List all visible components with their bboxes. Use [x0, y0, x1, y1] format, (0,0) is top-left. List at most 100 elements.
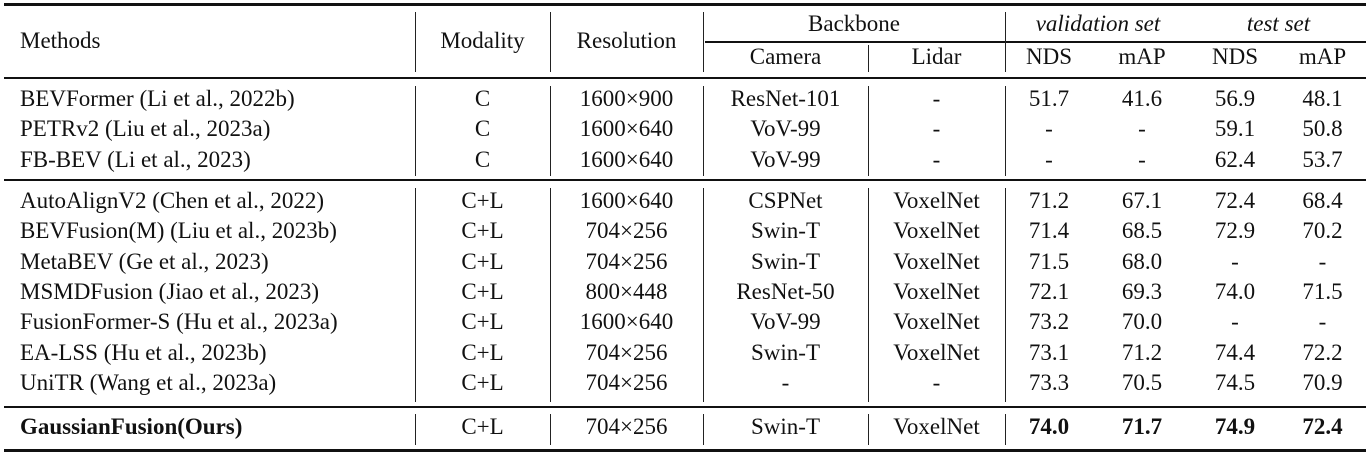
cell-test-map: -: [1318, 248, 1327, 274]
cell-test-map: 70.9: [1302, 369, 1343, 395]
cell-val-nds: 73.2: [1028, 309, 1070, 335]
cell-val-map: -: [1138, 146, 1146, 172]
cell-val-nds: 72.1: [1028, 278, 1070, 304]
vline: [1005, 414, 1007, 445]
cell-camera: Swin-T: [751, 218, 820, 244]
cell-camera: ResNet-50: [736, 278, 835, 304]
cell-method: GaussianFusion(Ours): [20, 414, 243, 439]
cell-method: MSMDFusion (Jiao et al., 2023): [20, 278, 319, 304]
cell-test-map: 68.4: [1302, 188, 1343, 213]
cell-method: UniTR (Wang et al., 2023a): [20, 369, 277, 395]
header-test-set: test set: [1246, 11, 1311, 36]
cell-val-map: 67.1: [1121, 188, 1163, 213]
cell-lidar: -: [932, 116, 941, 142]
header-val-nds: NDS: [1025, 44, 1072, 69]
vline: [1005, 12, 1007, 72]
cell-test-map: 50.8: [1302, 116, 1343, 142]
cell-lidar: VoxelNet: [893, 339, 980, 365]
cell-modality: C+L: [461, 278, 504, 304]
backbone-cmidrule: [705, 41, 1366, 43]
cell-test-nds: 74.5: [1214, 369, 1256, 395]
cell-test-nds: 74.9: [1214, 414, 1256, 439]
cell-val-nds: 71.5: [1028, 248, 1070, 274]
cell-val-map: 68.5: [1121, 218, 1163, 244]
vline: [415, 12, 417, 72]
cell-test-nds: 59.1: [1214, 116, 1256, 142]
cell-method: MetaBEV (Ge et al., 2023): [20, 248, 269, 274]
cell-lidar: VoxelNet: [893, 248, 980, 274]
cell-modality: C: [474, 146, 491, 172]
cell-resolution: 704×256: [585, 414, 668, 439]
cell-val-map: 41.6: [1121, 86, 1163, 111]
cell-test-nds: 62.4: [1214, 146, 1256, 172]
cell-lidar: -: [932, 146, 941, 172]
cell-resolution: 704×256: [585, 339, 668, 365]
cell-val-nds: 71.2: [1028, 188, 1070, 213]
cell-resolution: 1600×640: [579, 309, 674, 335]
vline: [1005, 188, 1007, 402]
vline: [550, 12, 552, 72]
cell-val-nds: -: [1045, 146, 1053, 172]
cell-camera: Swin-T: [751, 414, 820, 439]
cell-modality: C+L: [461, 218, 504, 244]
cell-camera: VoV-99: [750, 146, 821, 172]
header-test-nds: NDS: [1211, 44, 1258, 69]
cell-test-nds: 56.9: [1214, 86, 1256, 111]
cell-val-map: 70.0: [1121, 309, 1163, 335]
cell-modality: C+L: [461, 339, 504, 365]
cell-method: EA-LSS (Hu et al., 2023b): [20, 339, 267, 365]
cell-resolution: 704×256: [585, 248, 668, 274]
cell-modality: C: [474, 86, 491, 111]
cell-test-map: 71.5: [1302, 278, 1343, 304]
cell-test-map: 48.1: [1302, 86, 1343, 111]
cell-val-map: 69.3: [1121, 278, 1163, 304]
vline: [550, 86, 552, 176]
cell-test-nds: 72.9: [1214, 218, 1256, 244]
header-val-map: mAP: [1118, 44, 1166, 69]
cell-lidar: VoxelNet: [893, 188, 980, 213]
cell-resolution: 1600×640: [579, 188, 674, 213]
cell-test-nds: 72.4: [1214, 188, 1256, 213]
header-validation-set: validation set: [1035, 11, 1161, 36]
cell-test-map: -: [1318, 309, 1327, 335]
cell-lidar: -: [932, 369, 941, 395]
vline: [415, 414, 417, 445]
cell-method: AutoAlignV2 (Chen et al., 2022): [20, 188, 325, 213]
cell-modality: C+L: [461, 248, 504, 274]
cell-val-nds: -: [1045, 116, 1053, 142]
header-test-map: mAP: [1298, 44, 1347, 69]
cell-test-map: 70.2: [1302, 218, 1343, 244]
cell-val-nds: 73.1: [1028, 339, 1070, 365]
cell-resolution: 704×256: [585, 369, 668, 395]
vline: [550, 414, 552, 445]
vline: [868, 414, 870, 445]
cell-lidar: -: [932, 86, 941, 111]
cell-val-nds: 73.3: [1028, 369, 1070, 395]
cell-camera: VoV-99: [750, 116, 821, 142]
cell-resolution: 1600×640: [579, 116, 674, 142]
bottom-rule: [4, 449, 1366, 452]
top-rule: [4, 3, 1366, 6]
cell-test-nds: 74.0: [1214, 278, 1256, 304]
cell-val-nds: 51.7: [1028, 86, 1070, 111]
cell-test-nds: -: [1231, 248, 1239, 274]
vline: [703, 86, 705, 176]
vline: [550, 188, 552, 402]
cell-modality: C+L: [461, 188, 504, 213]
cell-resolution: 1600×900: [579, 86, 674, 111]
cell-modality: C+L: [461, 414, 504, 439]
vline: [868, 188, 870, 402]
cell-val-map: 70.5: [1121, 369, 1163, 395]
vline: [868, 86, 870, 176]
cell-lidar: VoxelNet: [893, 414, 980, 439]
cell-modality: C+L: [461, 309, 504, 335]
cell-method: PETRv2 (Liu et al., 2023a): [20, 116, 271, 142]
cell-val-map: 71.2: [1121, 339, 1163, 365]
cell-method: FB-BEV (Li et al., 2023): [20, 146, 251, 172]
vline: [703, 188, 705, 402]
cell-camera: VoV-99: [750, 309, 821, 335]
vline: [415, 86, 417, 176]
cell-modality: C+L: [461, 369, 504, 395]
cell-val-map: -: [1138, 116, 1146, 142]
cell-test-nds: -: [1231, 309, 1239, 335]
